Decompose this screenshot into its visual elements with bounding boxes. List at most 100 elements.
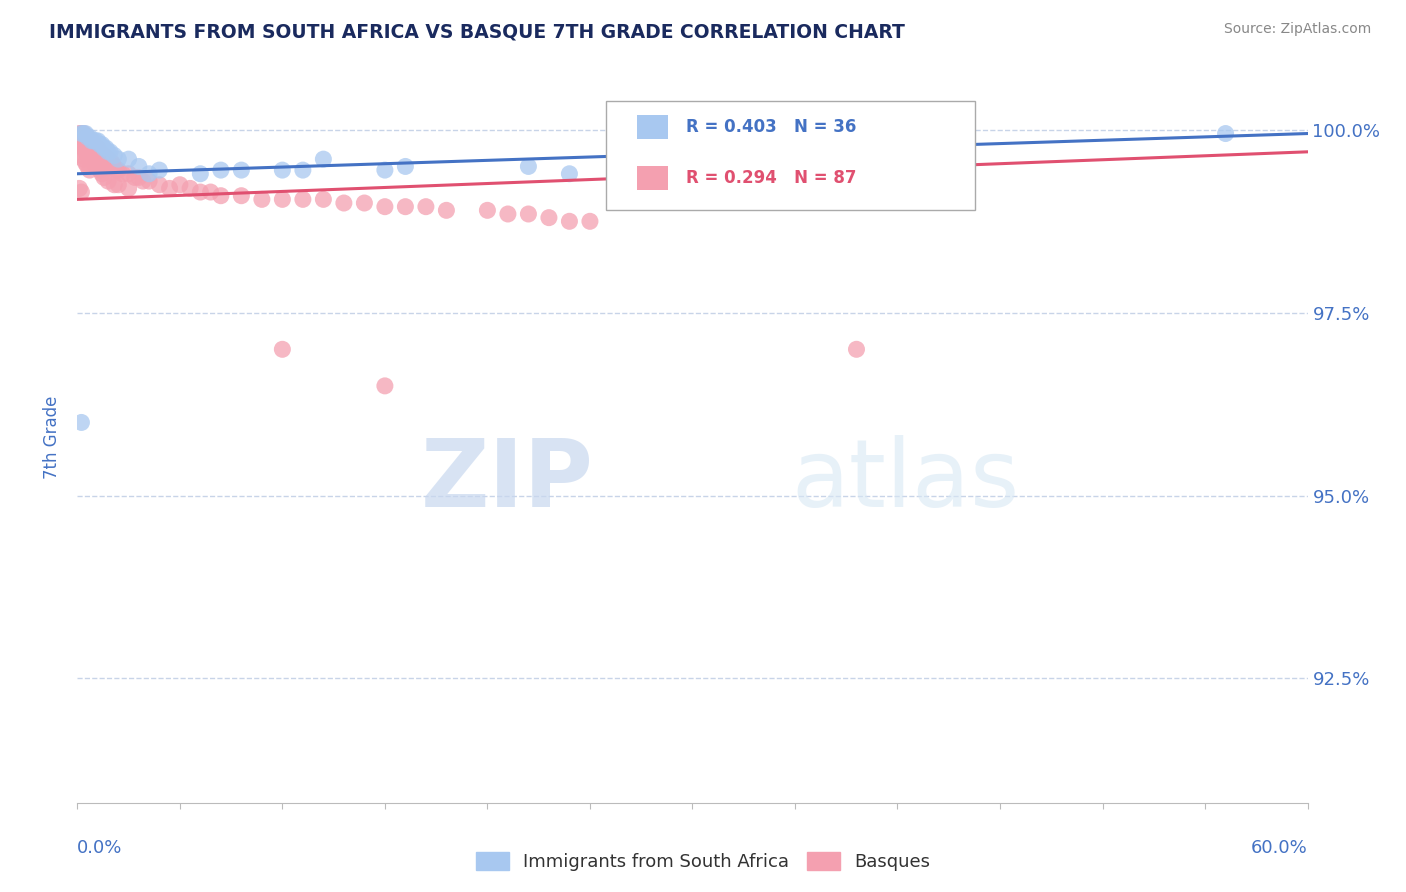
Point	[579, 214, 602, 228]
Point	[75, 130, 97, 145]
Point	[98, 145, 121, 159]
Point	[496, 207, 519, 221]
Point	[76, 137, 98, 152]
Point	[84, 145, 107, 159]
Point	[188, 185, 212, 199]
Point	[87, 145, 110, 159]
Text: 60.0%: 60.0%	[1251, 839, 1308, 857]
Point	[128, 170, 150, 185]
Text: 0.0%: 0.0%	[77, 839, 122, 857]
Point	[148, 178, 170, 192]
Point	[70, 185, 93, 199]
Point	[97, 152, 120, 166]
Point	[436, 203, 458, 218]
Point	[72, 152, 94, 166]
Point	[67, 127, 90, 141]
Text: ZIP: ZIP	[422, 435, 595, 527]
Point	[70, 127, 93, 141]
Point	[70, 137, 93, 152]
Point	[76, 134, 98, 148]
Point	[97, 174, 120, 188]
Point	[353, 196, 375, 211]
FancyBboxPatch shape	[606, 101, 976, 211]
Point	[517, 160, 540, 174]
Point	[67, 134, 90, 148]
Point	[394, 200, 416, 214]
Point	[79, 137, 101, 152]
Point	[98, 155, 121, 169]
Point	[79, 152, 101, 166]
FancyBboxPatch shape	[637, 115, 668, 138]
Point	[1215, 127, 1237, 141]
Point	[72, 127, 94, 141]
Text: Source: ZipAtlas.com: Source: ZipAtlas.com	[1223, 22, 1371, 37]
Text: atlas: atlas	[792, 435, 1019, 527]
Point	[107, 163, 129, 178]
Point	[80, 137, 103, 152]
Point	[93, 170, 115, 185]
Point	[640, 167, 662, 181]
Point	[291, 193, 314, 207]
Point	[79, 163, 101, 178]
Point	[70, 127, 93, 141]
Point	[271, 343, 294, 357]
Point	[75, 134, 97, 148]
Point	[80, 134, 103, 148]
Point	[312, 152, 335, 166]
Point	[209, 163, 232, 178]
Point	[72, 127, 94, 141]
Point	[111, 167, 134, 181]
Point	[76, 130, 98, 145]
Point	[75, 127, 97, 141]
Point	[271, 193, 294, 207]
Point	[83, 155, 105, 169]
Point	[93, 141, 115, 155]
Point	[231, 163, 253, 178]
Point	[169, 178, 191, 192]
Point	[72, 130, 94, 145]
Point	[76, 130, 98, 145]
Legend: Immigrants from South Africa, Basques: Immigrants from South Africa, Basques	[468, 845, 938, 879]
Text: R = 0.403   N = 36: R = 0.403 N = 36	[686, 118, 856, 136]
Point	[70, 130, 93, 145]
Point	[209, 188, 232, 202]
Point	[179, 181, 201, 195]
Point	[83, 134, 105, 148]
Point	[83, 137, 105, 152]
Point	[124, 170, 146, 185]
Point	[84, 160, 107, 174]
Text: IMMIGRANTS FROM SOUTH AFRICA VS BASQUE 7TH GRADE CORRELATION CHART: IMMIGRANTS FROM SOUTH AFRICA VS BASQUE 7…	[49, 22, 905, 41]
Point	[138, 167, 160, 181]
Point	[84, 141, 107, 155]
Point	[105, 163, 128, 178]
Point	[723, 152, 745, 166]
Text: R = 0.294   N = 87: R = 0.294 N = 87	[686, 169, 856, 187]
Point	[312, 193, 335, 207]
Point	[188, 167, 212, 181]
Point	[394, 160, 416, 174]
Point	[76, 148, 98, 162]
Point	[70, 416, 93, 430]
Point	[89, 145, 111, 159]
Point	[79, 134, 101, 148]
Point	[291, 163, 314, 178]
Point	[103, 148, 125, 162]
Point	[117, 167, 139, 181]
Point	[75, 155, 97, 169]
Point	[138, 174, 160, 188]
Point	[80, 134, 103, 148]
Point	[72, 141, 94, 155]
Point	[148, 163, 170, 178]
Point	[374, 163, 396, 178]
Point	[70, 148, 93, 162]
Y-axis label: 7th Grade: 7th Grade	[44, 395, 62, 479]
Point	[415, 200, 437, 214]
Point	[90, 167, 114, 181]
Point	[558, 167, 581, 181]
Point	[477, 203, 499, 218]
Point	[374, 379, 396, 393]
Point	[94, 141, 117, 155]
Point	[271, 163, 294, 178]
Point	[200, 185, 222, 199]
Point	[94, 152, 117, 166]
